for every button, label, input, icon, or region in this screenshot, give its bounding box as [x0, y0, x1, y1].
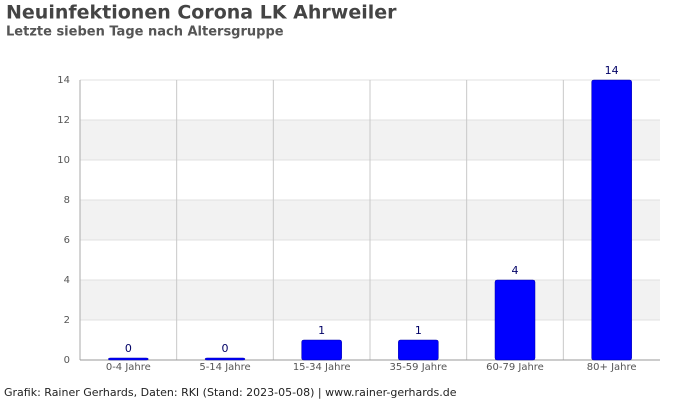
- value-label: 4: [512, 264, 519, 277]
- chart-subtitle: Letzte sieben Tage nach Altersgruppe: [6, 25, 284, 40]
- chart-title: Neuinfektionen Corona LK Ahrweiler: [6, 2, 397, 24]
- y-tick-label: 12: [57, 115, 70, 126]
- y-tick-label: 2: [64, 315, 70, 326]
- bar: [204, 357, 246, 361]
- bar: [108, 357, 149, 361]
- value-label: 1: [318, 324, 325, 337]
- y-tick-label: 10: [57, 155, 70, 166]
- source-note: Grafik: Rainer Gerhards, Daten: RKI (Sta…: [4, 386, 457, 399]
- x-tick-label: 5-14 Jahre: [199, 362, 250, 373]
- bar: [591, 79, 632, 361]
- bar: [301, 339, 342, 361]
- bar: [494, 279, 536, 361]
- y-tick-label: 0: [64, 355, 70, 366]
- bar: [398, 339, 439, 361]
- y-tick-label: 6: [64, 235, 70, 246]
- x-tick-label: 35-59 Jahre: [389, 362, 447, 373]
- x-tick-label: 15-34 Jahre: [293, 362, 351, 373]
- x-tick-label: 0-4 Jahre: [106, 362, 151, 373]
- x-tick-label: 60-79 Jahre: [486, 362, 544, 373]
- x-tick-label: 80+ Jahre: [587, 362, 637, 373]
- value-label: 0: [222, 342, 229, 355]
- value-label: 0: [125, 342, 132, 355]
- y-tick-label: 4: [64, 275, 70, 286]
- y-tick-label: 8: [64, 195, 70, 206]
- value-label: 1: [415, 324, 422, 337]
- value-label: 14: [605, 64, 619, 77]
- y-tick-label: 14: [57, 75, 70, 86]
